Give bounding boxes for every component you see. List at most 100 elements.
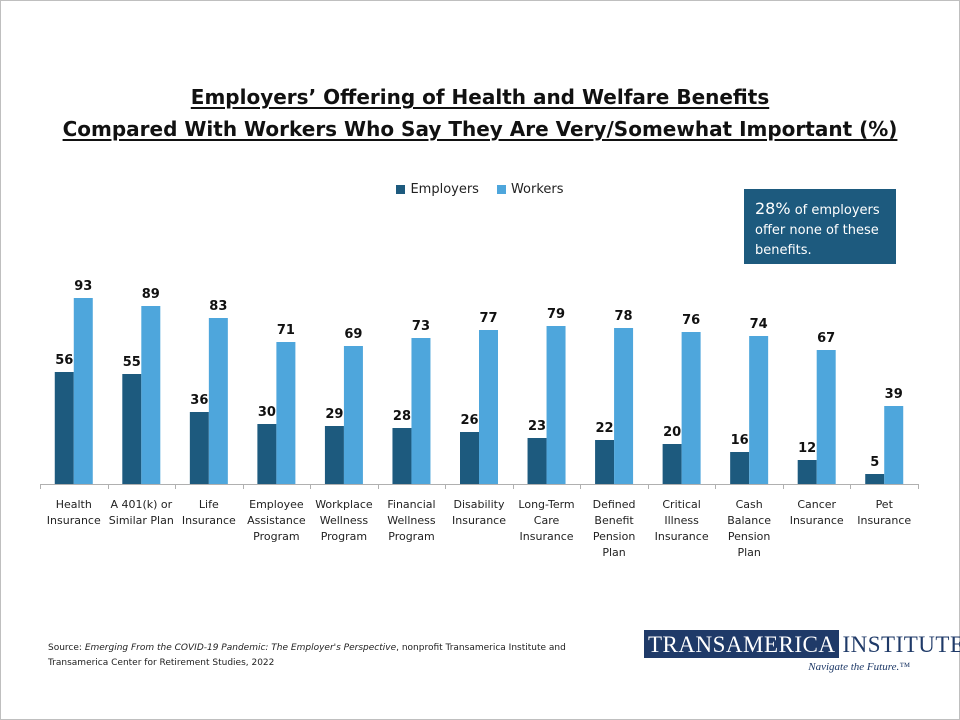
category-label-line: Disability bbox=[454, 498, 505, 511]
data-label-employers: 29 bbox=[325, 407, 343, 422]
bar-employers bbox=[257, 424, 277, 484]
data-label-employers: 55 bbox=[123, 355, 141, 370]
category-label: Workplace Wellness Program bbox=[315, 498, 373, 543]
data-label-employers: 56 bbox=[55, 353, 73, 368]
data-label-employers: 26 bbox=[460, 413, 478, 428]
data-label-employers: 20 bbox=[663, 425, 681, 440]
legend-label-workers: Workers bbox=[510, 182, 564, 197]
category-label-line: Insurance bbox=[857, 514, 911, 527]
category-label-line: Pension bbox=[593, 530, 635, 543]
data-label-workers: 83 bbox=[209, 299, 227, 314]
category-label: Pet Insurance bbox=[857, 498, 911, 527]
bar-workers bbox=[141, 306, 161, 484]
data-label-employers: 28 bbox=[393, 409, 411, 424]
category-label-line: Life bbox=[199, 498, 219, 511]
source-note: Source: Emerging From the COVID-19 Pande… bbox=[48, 641, 568, 671]
bar-employers bbox=[54, 372, 74, 484]
category-label-line: Wellness bbox=[320, 514, 369, 527]
data-label-employers: 12 bbox=[798, 441, 816, 456]
bar-workers bbox=[681, 332, 701, 484]
bar-workers bbox=[479, 330, 498, 484]
chart-title-line1: Employers’ Offering of Health and Welfar… bbox=[190, 85, 770, 109]
category-label-line: Cash bbox=[736, 498, 763, 511]
bar-workers bbox=[208, 318, 228, 484]
category-label-line: Workplace bbox=[315, 498, 373, 511]
category-label: Defined Benefit Pension Plan bbox=[593, 498, 636, 559]
data-label-workers: 73 bbox=[412, 319, 430, 334]
category-label-line: Financial bbox=[387, 498, 435, 511]
data-label-workers: 77 bbox=[479, 311, 497, 326]
category-label-line: Assistance bbox=[247, 514, 306, 527]
legend-item-employers: Employers bbox=[396, 182, 479, 197]
bar-employers bbox=[189, 412, 209, 484]
data-label-workers: 74 bbox=[750, 317, 768, 332]
bar-workers bbox=[749, 336, 769, 484]
bar-employers bbox=[662, 444, 682, 484]
bar-workers bbox=[276, 342, 296, 484]
data-label-workers: 67 bbox=[817, 331, 835, 346]
bar-employers bbox=[797, 460, 817, 484]
category-label-line: Health bbox=[56, 498, 92, 511]
category-label: Critical Illness Insurance bbox=[655, 498, 709, 543]
callout-box: 28% of employers offer none of these ben… bbox=[744, 189, 896, 264]
category-label: Disability Insurance bbox=[452, 498, 506, 527]
bar-employers bbox=[324, 426, 344, 484]
source-rest: , nonprofit Transamerica Institute and T… bbox=[48, 643, 566, 668]
category-label-line: Wellness bbox=[387, 514, 436, 527]
category-label: Employee Assistance Program bbox=[247, 498, 306, 543]
data-label-workers: 76 bbox=[682, 313, 700, 328]
data-label-employers: 22 bbox=[596, 421, 614, 436]
data-label-workers: 78 bbox=[615, 309, 633, 324]
category-label-line: Defined bbox=[593, 498, 636, 511]
bar-workers bbox=[546, 326, 566, 484]
bar-workers bbox=[884, 406, 904, 484]
bar-workers bbox=[816, 350, 836, 484]
category-label-line: Employee bbox=[249, 498, 304, 511]
data-label-workers: 39 bbox=[885, 387, 903, 402]
bar-workers bbox=[343, 346, 363, 484]
category-label: Health Insurance bbox=[47, 498, 101, 527]
category-label-line: Care bbox=[534, 514, 560, 527]
bar-employers bbox=[122, 374, 142, 484]
category-label-line: Critical bbox=[662, 498, 700, 511]
callout-text: of employers offer none of these benefit… bbox=[755, 203, 880, 258]
data-label-workers: 89 bbox=[142, 287, 160, 302]
category-label: Financial Wellness Program bbox=[387, 498, 436, 543]
category-label: Long-Term Care Insurance bbox=[518, 498, 574, 543]
bar-employers bbox=[392, 428, 412, 484]
category-label: A 401(k) or Similar Plan bbox=[109, 498, 174, 527]
category-label-line: Pet bbox=[876, 498, 894, 511]
category-label-line: Insurance bbox=[520, 530, 574, 543]
category-label-line: Insurance bbox=[452, 514, 506, 527]
legend-swatch-employers bbox=[396, 185, 406, 194]
data-label-employers: 30 bbox=[258, 405, 276, 420]
category-label-line: Plan bbox=[602, 546, 625, 559]
category-label: Life Insurance bbox=[182, 498, 236, 527]
chart-title-line2: Compared With Workers Who Say They Are V… bbox=[62, 117, 898, 141]
source-prefix: Source: bbox=[48, 643, 85, 653]
category-label-line: Insurance bbox=[47, 514, 101, 527]
data-label-workers: 69 bbox=[344, 327, 362, 342]
category-label-line: Program bbox=[321, 530, 367, 543]
source-title: Emerging From the COVID-19 Pandemic: The… bbox=[84, 643, 397, 653]
data-label-employers: 5 bbox=[870, 455, 879, 470]
data-label-employers: 36 bbox=[190, 393, 208, 408]
category-label-line: Program bbox=[253, 530, 299, 543]
bar-employers bbox=[595, 440, 615, 484]
bar-workers bbox=[73, 298, 93, 484]
data-label-employers: 16 bbox=[731, 433, 749, 448]
data-label-workers: 71 bbox=[277, 323, 295, 338]
category-label-line: Long-Term bbox=[518, 498, 574, 511]
category-label: Cash Balance Pension Plan bbox=[727, 498, 771, 559]
data-label-employers: 23 bbox=[528, 419, 546, 434]
category-label-line: A 401(k) or bbox=[110, 498, 172, 511]
callout-percent: 28% bbox=[755, 199, 791, 218]
bar-employers bbox=[460, 432, 479, 484]
category-label-line: Illness bbox=[664, 514, 699, 527]
logo-word-institute: INSTITUTE bbox=[842, 632, 960, 657]
category-label-line: Pension bbox=[728, 530, 770, 543]
bar-employers bbox=[527, 438, 547, 484]
